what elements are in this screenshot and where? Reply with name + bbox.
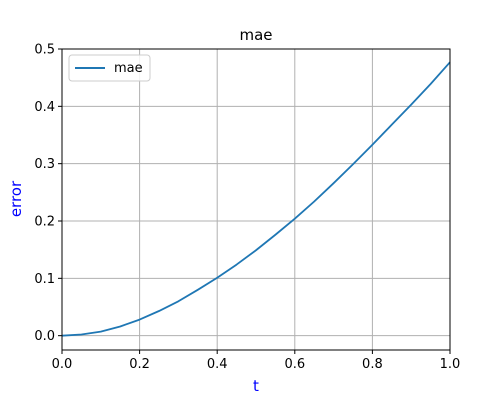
y-tick-label: 0.4 — [34, 100, 55, 115]
chart-title: mae — [239, 26, 272, 44]
x-tick-label: 0.4 — [207, 357, 228, 372]
y-tick-label: 0.2 — [34, 215, 55, 230]
y-tick-label: 0.5 — [34, 43, 55, 58]
legend-label: mae — [114, 61, 143, 76]
x-tick-label: 0.0 — [52, 357, 73, 372]
y-tick-label: 0.1 — [34, 272, 55, 287]
plot-frame — [61, 48, 451, 351]
x-tick-label: 0.8 — [362, 357, 383, 372]
grid — [61, 48, 451, 350]
legend: mae — [68, 54, 151, 82]
x-tick-label: 0.6 — [284, 357, 305, 372]
y-tick-label: 0.3 — [34, 157, 55, 172]
legend-box — [68, 54, 151, 82]
series-line-mae — [61, 61, 451, 337]
x-tick-label: 1.0 — [440, 357, 461, 372]
x-tick-label: 0.2 — [129, 357, 150, 372]
x-axis-label: t — [253, 377, 259, 395]
y-tick-label: 0.0 — [34, 329, 55, 344]
y-axis-ticks: 0.0 0.1 0.2 0.3 0.4 0.5 — [34, 43, 62, 344]
series-layer — [61, 61, 451, 337]
y-axis-label: error — [7, 180, 25, 217]
x-axis-ticks: 0.0 0.2 0.4 0.6 0.8 1.0 — [52, 350, 461, 372]
